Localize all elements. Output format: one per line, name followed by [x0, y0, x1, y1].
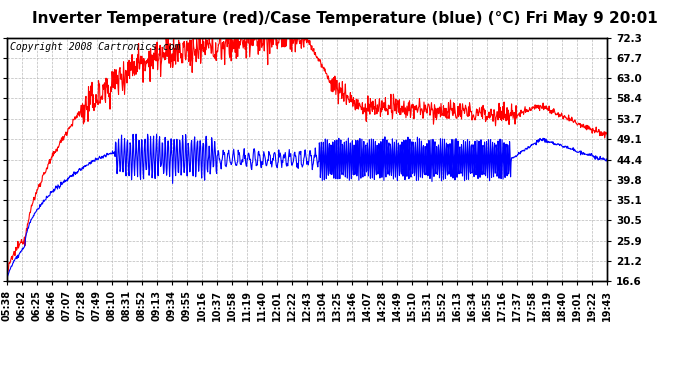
Text: Copyright 2008 Cartronics.com: Copyright 2008 Cartronics.com	[10, 42, 180, 52]
Text: Inverter Temperature (red)/Case Temperature (blue) (°C) Fri May 9 20:01: Inverter Temperature (red)/Case Temperat…	[32, 11, 658, 26]
